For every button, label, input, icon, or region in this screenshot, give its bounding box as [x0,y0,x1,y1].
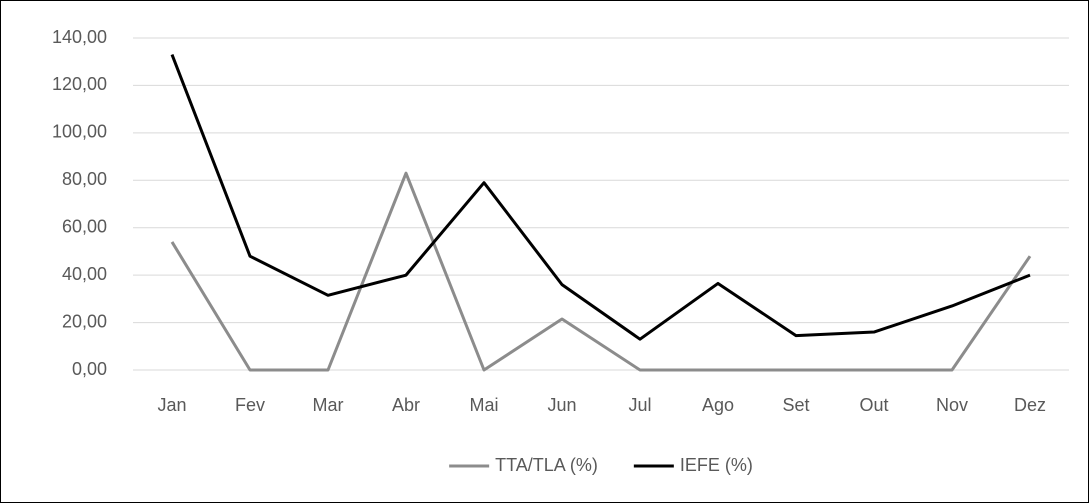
x-tick-label: Jun [547,395,576,415]
x-tick-label: Jan [157,395,186,415]
x-tick-label: Ago [702,395,734,415]
y-tick-label: 60,00 [62,216,107,236]
x-tick-label: Fev [235,395,265,415]
x-tick-label: Dez [1014,395,1046,415]
legend-label: TTA/TLA (%) [495,455,598,475]
y-tick-label: 100,00 [52,122,107,142]
y-tick-label: 120,00 [52,74,107,94]
data-line [170,171,1032,372]
x-tick-label: Mai [469,395,498,415]
x-tick-label: Set [782,395,809,415]
x-tick-label: Abr [392,395,420,415]
y-tick-label: 20,00 [62,311,107,331]
y-tick-label: 0,00 [72,359,107,379]
y-tick-label: 140,00 [52,27,107,47]
x-tick-label: Jul [628,395,651,415]
y-tick-label: 40,00 [62,264,107,284]
x-tick-label: Nov [936,395,968,415]
x-tick-label: Mar [313,395,344,415]
y-tick-label: 80,00 [62,169,107,189]
data-line [170,54,1031,341]
legend-label: IEFE (%) [680,455,753,475]
x-tick-label: Out [859,395,888,415]
